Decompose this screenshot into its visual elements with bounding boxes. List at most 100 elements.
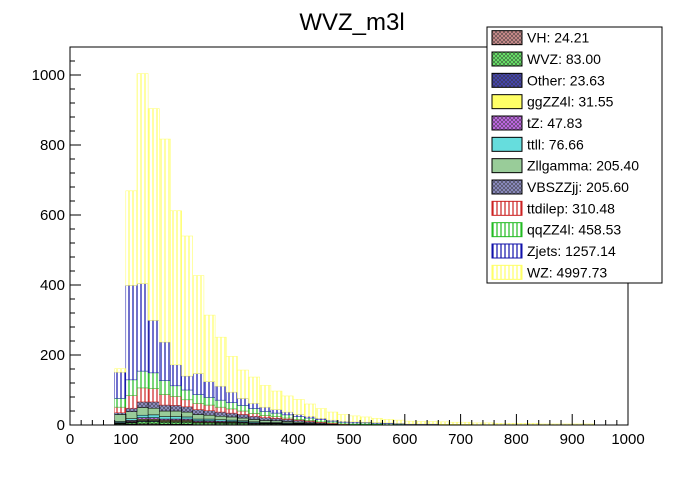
legend-entry: Zjets: 1257.14 <box>527 243 616 259</box>
histogram-bar <box>226 356 237 392</box>
y-tick-label: 200 <box>40 347 65 364</box>
histogram-bar <box>438 422 449 424</box>
legend-swatch <box>492 52 522 66</box>
histogram-bar <box>226 403 237 409</box>
histogram-bar <box>260 411 271 415</box>
histogram-bar <box>182 236 193 376</box>
x-tick-label: 100 <box>113 431 138 448</box>
legend-entry: Zllgamma: 205.40 <box>527 158 639 174</box>
x-tick-label: 800 <box>504 431 529 448</box>
x-tick-label: 400 <box>281 431 306 448</box>
histogram-bar <box>249 416 260 419</box>
histogram-bar <box>204 423 215 425</box>
x-tick-label: 200 <box>169 431 194 448</box>
x-tick-label: 900 <box>560 431 585 448</box>
histogram-bar <box>115 415 126 422</box>
histogram-bar <box>237 370 248 398</box>
histogram-bar <box>126 285 137 380</box>
legend-swatch <box>492 116 522 130</box>
legend-swatch <box>492 180 522 194</box>
histogram-bar <box>226 417 237 420</box>
histogram-bar <box>182 376 193 390</box>
histogram-bar <box>249 413 260 416</box>
histogram-bar <box>182 390 193 400</box>
histogram-bar <box>170 411 181 417</box>
histogram-bar <box>126 396 137 409</box>
histogram-bar <box>204 419 215 421</box>
x-tick-label: 0 <box>66 431 74 448</box>
histogram-bar <box>193 423 204 425</box>
histogram-bar <box>505 423 516 424</box>
x-tick-label: 1000 <box>611 431 644 448</box>
legend-swatch <box>492 159 522 173</box>
histogram-bar <box>349 416 360 422</box>
histogram-bar <box>327 421 338 423</box>
histogram-bar <box>204 405 215 411</box>
histogram-bar <box>148 418 159 420</box>
histogram-bar <box>215 400 226 407</box>
histogram-bar <box>126 408 137 412</box>
histogram-bar <box>304 404 315 416</box>
histogram-bar <box>148 320 159 373</box>
x-tick-label: 700 <box>448 431 473 448</box>
histogram-bar <box>316 409 327 419</box>
x-tick-label: 600 <box>392 431 417 448</box>
histogram-bar <box>293 415 304 417</box>
histogram-bar <box>170 422 181 424</box>
histogram-bar <box>204 315 215 382</box>
histogram-bar <box>282 415 293 418</box>
histogram-bar <box>316 420 327 422</box>
legend-swatch <box>492 201 522 215</box>
histogram-bar <box>115 407 126 413</box>
histogram-bar <box>170 365 181 386</box>
histogram-bar <box>193 403 204 409</box>
histogram-bar <box>115 372 126 398</box>
histogram-bar <box>427 422 438 424</box>
y-tick-label: 400 <box>40 277 65 294</box>
histogram-bar <box>170 396 181 405</box>
histogram-bar <box>483 423 494 425</box>
histogram-bar <box>260 420 271 422</box>
histogram-bar <box>226 409 237 413</box>
histogram-bar <box>148 389 159 402</box>
histogram-bar <box>249 409 260 414</box>
histogram-bar <box>170 417 181 419</box>
histogram-bar <box>126 191 137 286</box>
histogram-bar <box>137 408 148 416</box>
histogram-bar <box>148 408 159 415</box>
histogram-bar <box>182 412 193 417</box>
x-tick-label: 500 <box>336 431 361 448</box>
histogram-bar <box>260 385 271 407</box>
histogram-bar <box>137 388 148 402</box>
legend-entry: ttll: 76.66 <box>527 136 584 152</box>
histogram-bar <box>271 421 282 423</box>
histogram-bar <box>249 377 260 403</box>
y-tick-label: 600 <box>40 207 65 224</box>
histogram-bar <box>137 422 148 424</box>
legend-swatch <box>492 223 522 237</box>
histogram-bar <box>226 413 237 417</box>
histogram-bar <box>159 381 170 395</box>
histogram-bar <box>271 391 282 410</box>
histogram-bar <box>126 419 137 421</box>
histogram-bar <box>182 400 193 407</box>
histogram-bar <box>461 422 472 424</box>
legend-entry: WZ: 4997.73 <box>527 264 607 280</box>
histogram-bar <box>170 211 181 365</box>
legend-entry: tZ: 47.83 <box>527 115 582 131</box>
histogram-bar <box>416 422 427 424</box>
y-tick-label: 1000 <box>32 67 65 84</box>
histogram-bar <box>215 386 226 400</box>
y-tick-label: 800 <box>40 137 65 154</box>
histogram-bar <box>528 423 539 424</box>
histogram-bar <box>148 109 159 321</box>
histogram-bar <box>193 395 204 404</box>
histogram-bar <box>494 423 505 424</box>
histogram-bar <box>137 415 148 417</box>
histogram-bar <box>327 412 338 420</box>
histogram-bar <box>215 412 226 416</box>
histogram-bar <box>159 422 170 424</box>
histogram-bar <box>193 410 204 415</box>
histogram-bar <box>260 418 271 421</box>
